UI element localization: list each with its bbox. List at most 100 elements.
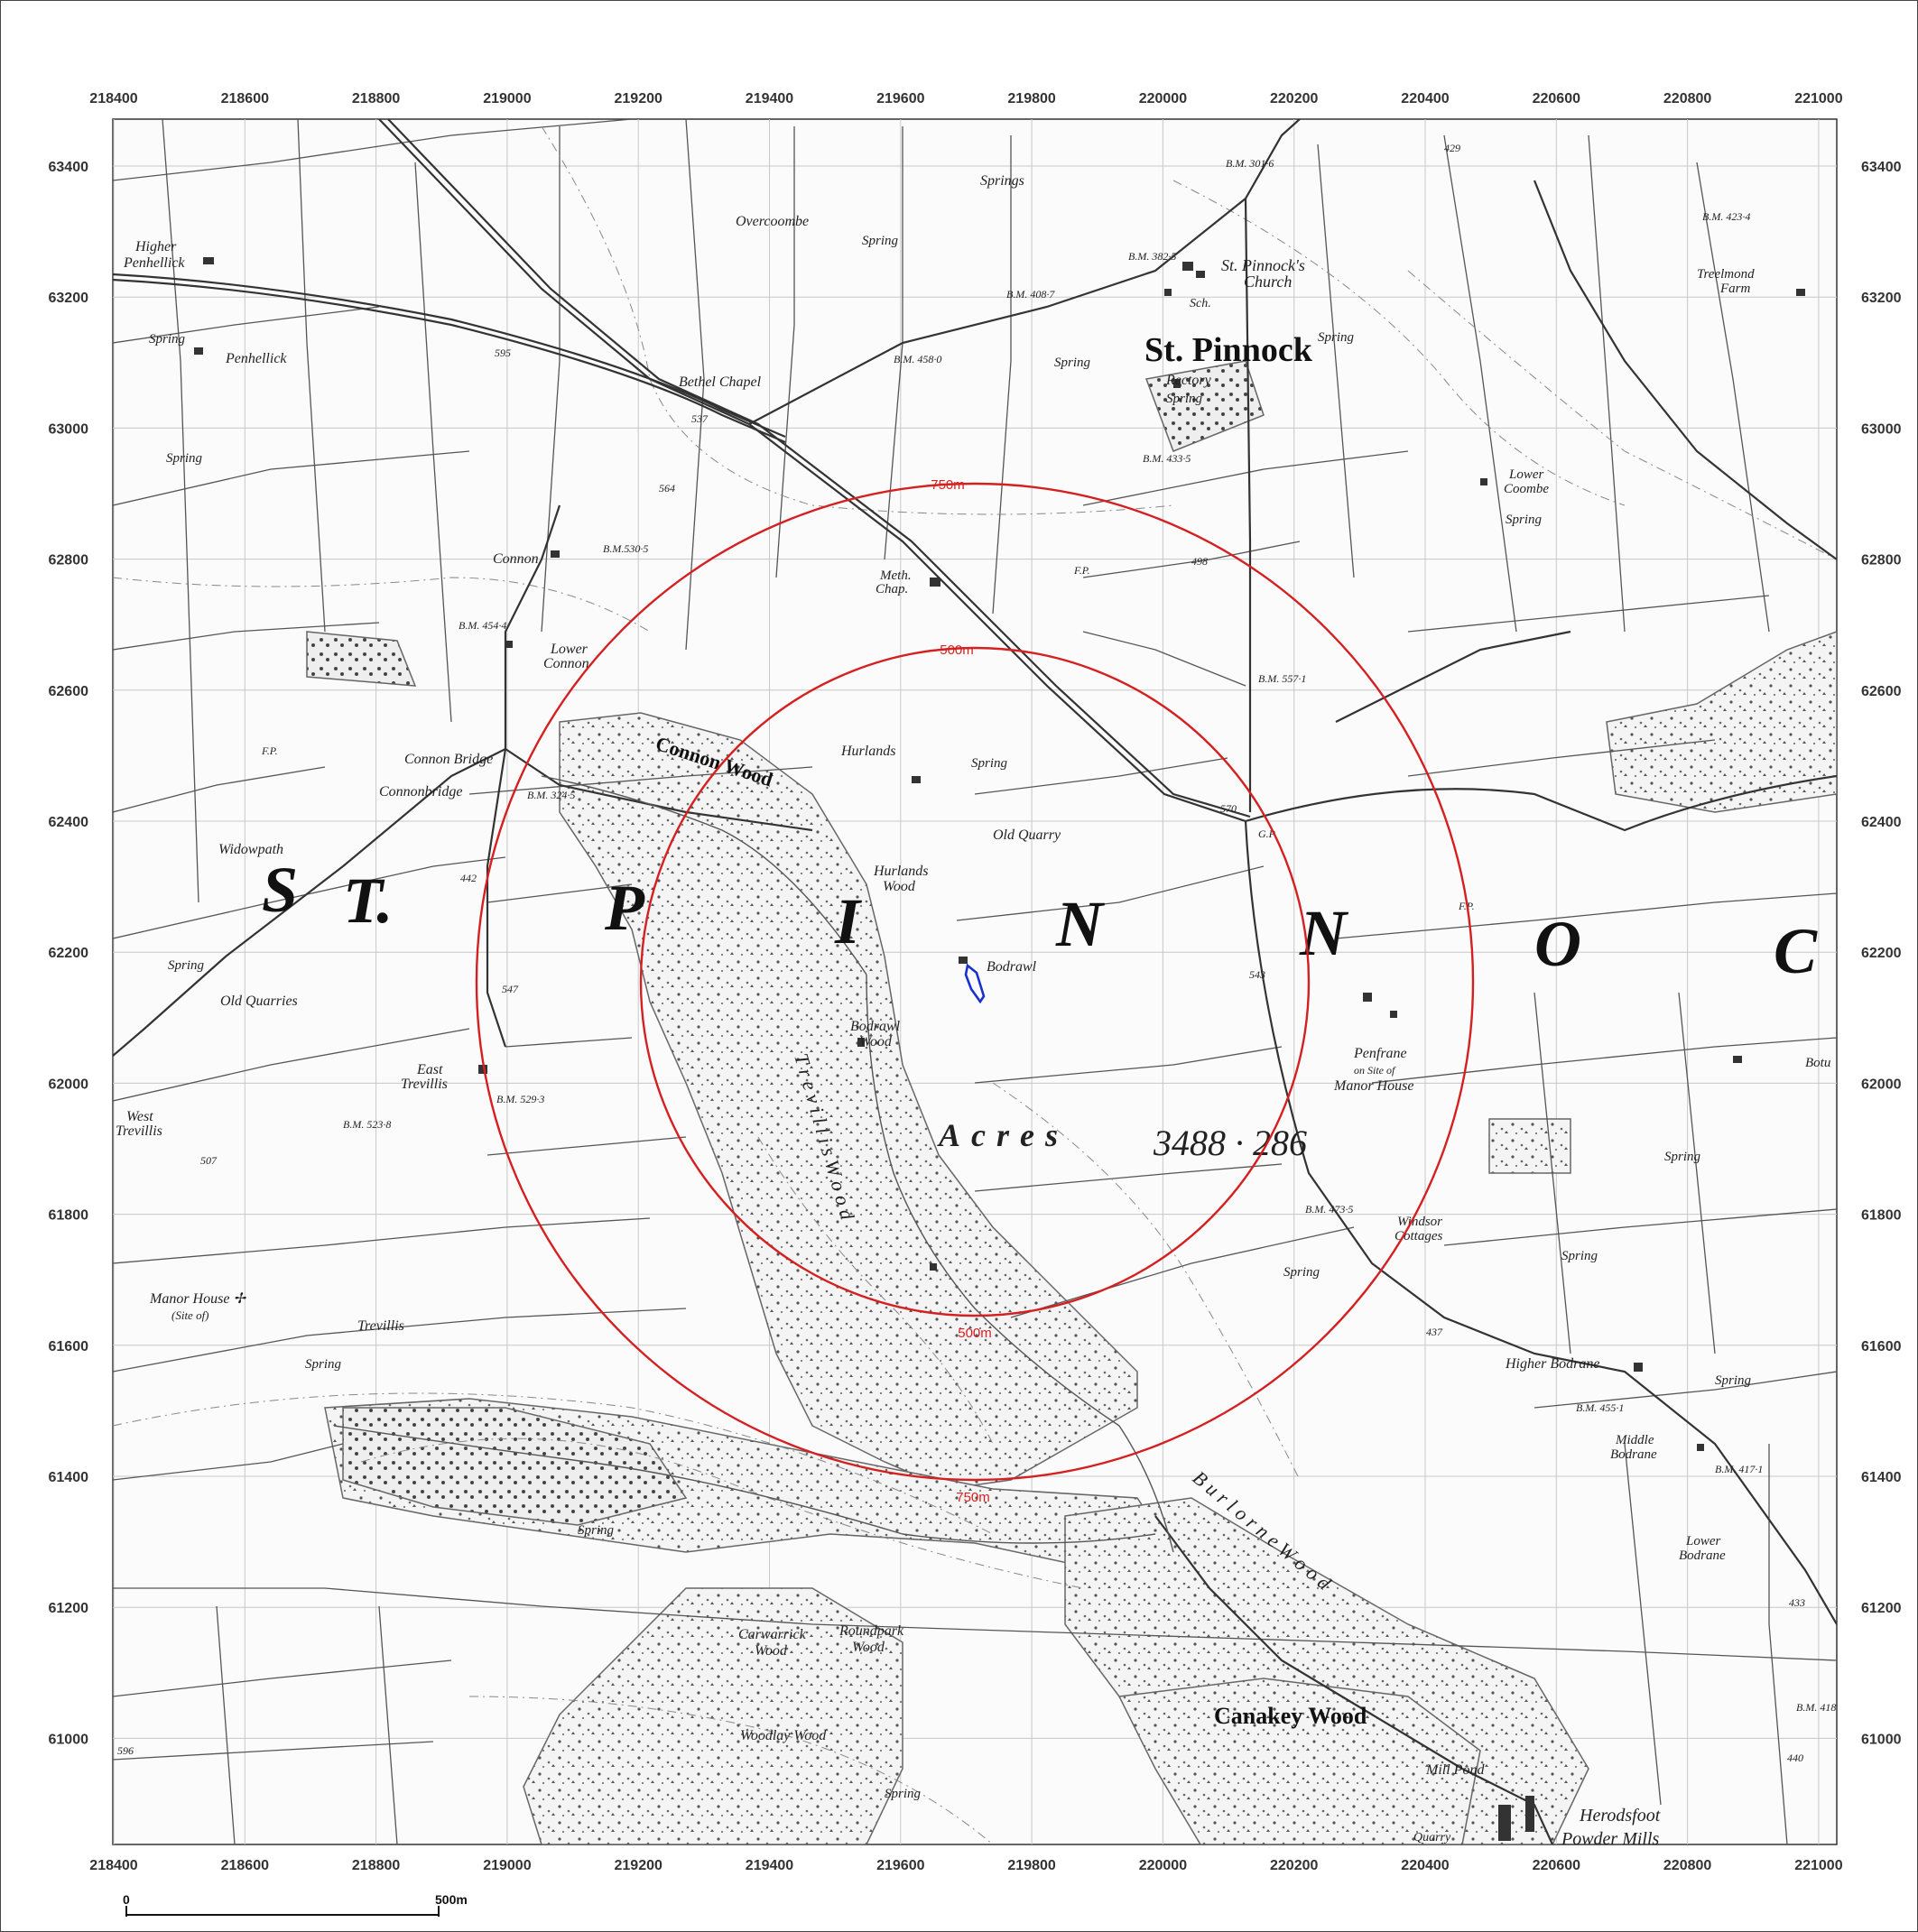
- x-tick-label: 219800: [1007, 91, 1055, 106]
- label-higher-penhellick-2: Penhellick: [123, 255, 185, 271]
- benchmark: B.M. 382·5: [1128, 250, 1176, 263]
- label-treelmond-2: Farm: [1719, 282, 1751, 296]
- x-tick-label: 218800: [352, 1858, 400, 1873]
- spot-heights: B.M. 301·6 B.M. 382·5 B.M. 408·7 B.M. 45…: [117, 142, 1836, 1764]
- label-powder-mills: Powder Mills: [1561, 1829, 1660, 1849]
- benchmark: B.M. 454·4: [459, 619, 506, 632]
- parish-letter: N: [1299, 897, 1349, 969]
- label-spring: Spring: [862, 234, 899, 248]
- x-tick-label: 221000: [1794, 1858, 1842, 1873]
- buildings: [194, 257, 1805, 1841]
- x-tick-label: 218600: [221, 91, 269, 106]
- label-roundpark-1: Roundpark: [839, 1623, 904, 1639]
- x-tick-label: 219000: [483, 91, 531, 106]
- label-manor-house: Manor House ✢: [149, 1291, 246, 1307]
- label-treelmond-1: Treelmond: [1697, 267, 1755, 282]
- y-axis-right-labels: 63400 63200 63000 62800 62600 62400 62200 62000…: [1861, 160, 1902, 1747]
- label-spring: Spring: [1715, 1373, 1752, 1388]
- x-tick-label: 220800: [1663, 91, 1711, 106]
- label-overcoombe: Overcoombe: [736, 214, 809, 229]
- buffer-750m-label-top: 750m: [931, 477, 965, 493]
- scale-bar-start: 0: [123, 1892, 130, 1907]
- y-tick-label: 62200: [49, 946, 89, 961]
- spot-height: 437: [1426, 1326, 1443, 1338]
- label-spring: Spring: [885, 1787, 922, 1801]
- x-tick-label: 220400: [1401, 91, 1449, 106]
- parish-letter: N: [1055, 888, 1106, 960]
- label-springs: Springs: [980, 173, 1024, 189]
- x-tick-label: 219600: [876, 91, 924, 106]
- y-tick-label: 62600: [1861, 684, 1902, 699]
- spot-height: 442: [460, 872, 477, 884]
- x-tick-label: 219800: [1007, 1858, 1055, 1873]
- label-roundpark-2: Wood: [852, 1640, 885, 1655]
- label-middle-bodrane-2: Bodrane: [1610, 1447, 1657, 1462]
- label-windsor-2: Cottages: [1394, 1229, 1442, 1243]
- x-tick-label: 219400: [746, 1858, 793, 1873]
- site-boundary-marker[interactable]: [964, 963, 986, 1004]
- footpath-label: F.P.: [1073, 564, 1090, 577]
- x-tick-label: 221000: [1794, 91, 1842, 106]
- y-tick-label: 63200: [49, 291, 89, 306]
- x-tick-label: 219400: [746, 91, 793, 106]
- y-tick-label: 62200: [1861, 946, 1902, 961]
- x-tick-label: 220400: [1401, 1858, 1449, 1873]
- label-carwarrick-2: Wood: [755, 1643, 788, 1659]
- x-tick-label: 218400: [89, 91, 137, 106]
- label-lower-connon-1: Lower: [550, 642, 588, 657]
- benchmark: B.M. 523·8: [343, 1118, 391, 1131]
- label-widowpath: Widowpath: [218, 842, 283, 857]
- label-on-site-of: on Site of: [1354, 1064, 1396, 1077]
- label-hurlands-wood-2: Wood: [883, 879, 916, 894]
- y-axis-left-labels: 63400 63200 63000 62800 62600 62400 62200 62000…: [49, 160, 89, 1747]
- spot-height: 440: [1787, 1752, 1803, 1764]
- label-connonbridge: Connonbridge: [379, 784, 462, 800]
- spot-height: 429: [1444, 142, 1460, 154]
- label-rectory: Rectory: [1165, 373, 1212, 388]
- spot-height: 595: [495, 347, 511, 359]
- acres-value: 3488 · 286: [1153, 1123, 1307, 1163]
- label-church-2: Church: [1244, 273, 1292, 291]
- label-manor-house-2: Manor House: [1333, 1078, 1413, 1094]
- benchmark: B.M. 423·4: [1702, 210, 1750, 223]
- label-bodrawl-wood-1: Bodrawl: [850, 1019, 901, 1034]
- y-tick-label: 61200: [1861, 1601, 1902, 1616]
- x-tick-label: 219000: [483, 1858, 531, 1873]
- label-east-trevillis-2: Trevillis: [401, 1077, 448, 1092]
- label-east-trevillis-1: East: [416, 1062, 443, 1077]
- label-spring: Spring: [1166, 392, 1203, 406]
- buffer-750m-ring: [475, 482, 1475, 1482]
- buffer-rings: [475, 482, 1475, 1482]
- label-quarry: Quarry: [1413, 1831, 1451, 1844]
- label-spring: Spring: [1506, 513, 1543, 527]
- y-tick-label: 63400: [49, 160, 89, 175]
- label-west-trevillis-2: Trevillis: [116, 1123, 162, 1139]
- benchmark: B.M. 417·1: [1715, 1463, 1763, 1475]
- benchmark: B.M. 433·5: [1143, 452, 1191, 465]
- spot-height: 596: [117, 1744, 134, 1757]
- x-axis-bottom-labels: 218400 218600 218800 219000 219200 219400 2196…: [89, 1858, 1842, 1873]
- spot-height: 433: [1789, 1596, 1805, 1609]
- y-tick-label: 63400: [1861, 160, 1902, 175]
- x-tick-label: 218400: [89, 1858, 137, 1873]
- y-tick-label: 62400: [1861, 815, 1902, 830]
- label-old-quarries: Old Quarries: [220, 994, 298, 1009]
- label-windsor-1: Windsor: [1397, 1215, 1442, 1229]
- label-lower-bodrane-2: Bodrane: [1679, 1548, 1726, 1563]
- y-tick-label: 61800: [49, 1208, 89, 1224]
- buffer-500m-ring: [639, 646, 1311, 1317]
- label-botu: Botu: [1805, 1056, 1830, 1070]
- label-spring: Spring: [578, 1523, 615, 1538]
- label-spring: Spring: [1561, 1249, 1598, 1263]
- label-canakey-wood: Canakey Wood: [1214, 1703, 1367, 1729]
- y-tick-label: 62000: [49, 1077, 89, 1092]
- label-hurlands-wood-1: Hurlands: [873, 864, 928, 879]
- label-connon-bridge: Connon Bridge: [404, 752, 493, 767]
- woodland-areas: [306, 360, 1837, 1844]
- roads: [113, 119, 1837, 1844]
- grid-lines: [113, 119, 1837, 1844]
- label-lower-coombe-1: Lower: [1508, 467, 1544, 482]
- connon-north-trees: [306, 631, 417, 687]
- scale-bar: 0 500m: [123, 1892, 468, 1917]
